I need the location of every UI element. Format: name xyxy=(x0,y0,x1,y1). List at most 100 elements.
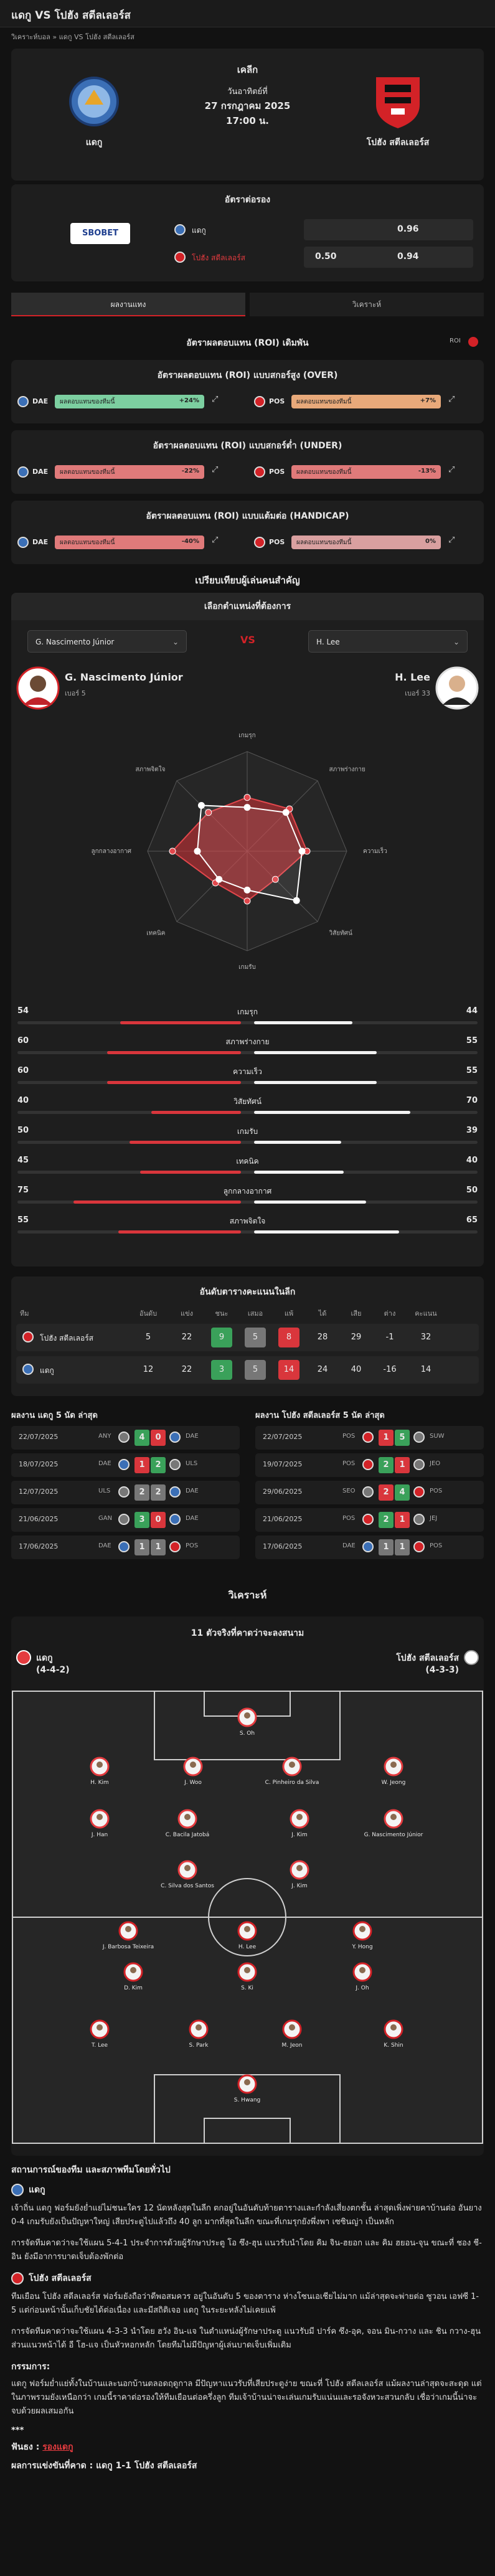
odds-price: 0.94 xyxy=(397,252,419,262)
roi-toggle[interactable] xyxy=(468,337,478,347)
player-name: H. Kim xyxy=(90,1780,109,1786)
match-time: 17:00 น. xyxy=(226,115,269,126)
stat-away-value: 40 xyxy=(466,1156,478,1165)
team-badge xyxy=(413,1432,425,1443)
team-badge xyxy=(118,1432,130,1443)
form-date: 21/06/2025 xyxy=(19,1515,59,1523)
player-head xyxy=(190,1762,196,1768)
player-name: J. Woo xyxy=(184,1780,202,1786)
stat-track xyxy=(17,1141,478,1144)
team-badge xyxy=(22,1364,34,1375)
radar-axis-label: ความเร็ว xyxy=(363,846,387,855)
player-name: C. Bacila Jatobá xyxy=(166,1832,209,1838)
odds-team: โปฮัง สตีลเลอร์ส xyxy=(192,253,245,262)
stat-home-bar xyxy=(118,1230,241,1234)
home-player-select[interactable]: G. Nascimento Júnior ⌄ xyxy=(27,630,187,653)
verdict: ฟันธง : รองแดกู xyxy=(11,2440,484,2454)
player-compare-card: เลือกตำแหน่งที่ต้องการ G. Nascimento Jún… xyxy=(11,593,484,1267)
form-score: 3 xyxy=(134,1512,149,1528)
team-badge xyxy=(118,1486,130,1498)
standings-header-cell: ต่าง xyxy=(384,1309,396,1318)
home-radar-point xyxy=(243,794,251,801)
expand-icon: ⤢ xyxy=(212,465,219,474)
report-team-heading: โปฮัง สตีลเลอร์ส xyxy=(11,2272,484,2285)
home-logo xyxy=(69,77,119,126)
odds-card: อัตราต่อรอง SBOBET แดกู 0.96 โปฮัง สตีลเลอ… xyxy=(11,184,484,281)
player-name: J. Kim xyxy=(291,1832,308,1838)
team-badge xyxy=(362,1514,374,1525)
standings-row: แดกู 12 22 3 5 14 24 40 -16 14 xyxy=(16,1356,479,1384)
roi-card: อัตราผลตอบแทน (ROI) แบบสกอร์สูง (OVER) DA… xyxy=(11,360,484,423)
report-team-name: โปฮัง สตีลเลอร์ส xyxy=(29,2273,92,2283)
stat-away-bar xyxy=(254,1021,352,1024)
form-score: 1 xyxy=(395,1539,410,1555)
player-head xyxy=(244,1926,250,1932)
team-badge xyxy=(169,1541,181,1552)
team-code: POS xyxy=(269,538,285,546)
stat-home-value: 45 xyxy=(17,1156,29,1165)
team-badge xyxy=(254,466,265,478)
standings-cell: 22 xyxy=(181,1333,192,1342)
form-score: 2 xyxy=(151,1484,166,1501)
team-badge xyxy=(254,537,265,548)
player-head xyxy=(184,1814,191,1820)
away-player-select[interactable]: H. Lee ⌄ xyxy=(308,630,468,653)
radar-axis-label: เกมรุก xyxy=(238,732,256,739)
roi-value: +24% xyxy=(179,397,199,404)
form-away: DAE xyxy=(186,1433,199,1440)
player-head xyxy=(289,1762,295,1768)
away-player-avatar xyxy=(435,666,479,710)
report-paragraph: การจัดทีมคาดว่าจะใช้แผน 5-4-1 ประจำการด้… xyxy=(11,2239,482,2262)
stat-home-value: 60 xyxy=(17,1036,29,1045)
stat-away-value: 39 xyxy=(466,1126,478,1135)
radar-axis-label: เทคนิค xyxy=(146,930,165,937)
form-score: 1 xyxy=(151,1539,166,1555)
standings-header-cell: ได้ xyxy=(318,1309,327,1318)
roi-value: -40% xyxy=(181,538,199,545)
roi-card: อัตราผลตอบแทน (ROI) แบบแต้มต่อ (HANDICAP… xyxy=(11,501,484,564)
form-score: 2 xyxy=(134,1484,149,1501)
radar-axis-label: วิสัยทัศน์ xyxy=(329,930,352,937)
form-home: DAE xyxy=(98,1460,111,1467)
player-name: Y. Hong xyxy=(351,1944,372,1950)
roi-bar: ผลตอบแทนของทีมนี้ -40% xyxy=(55,535,204,549)
stat-track xyxy=(17,1111,478,1114)
stat-home-bar xyxy=(106,1051,241,1054)
report-title: สถานการณ์ของทีม และสภาพทีมโดยทั่วไป xyxy=(11,2165,171,2175)
standings-cell: 14 xyxy=(278,1360,299,1380)
form-score: 1 xyxy=(379,1539,394,1555)
team-badge xyxy=(362,1459,374,1470)
roi-value: -22% xyxy=(181,468,199,474)
player-head xyxy=(359,1926,365,1932)
form-score: 4 xyxy=(395,1484,410,1501)
stat-name: เกมรุก xyxy=(237,1007,258,1016)
away-radar-point xyxy=(197,801,205,809)
bookmaker-logo[interactable]: SBOBET xyxy=(70,223,130,244)
report-team-heading: แดกู xyxy=(11,2183,484,2197)
report: สถานการณ์ของทีม และสภาพทีมโดยทั่วไป แดกู… xyxy=(11,2163,484,2473)
stat-home-bar xyxy=(140,1171,241,1174)
match-day: วันอาทิตย์ที่ xyxy=(227,87,268,97)
form-row: 17/06/2025 DAE 1 1 POS xyxy=(11,1536,240,1559)
team-badge xyxy=(169,1432,181,1443)
roi-toggle-label: ROI xyxy=(450,337,461,344)
form-away: POS xyxy=(430,1542,443,1549)
standings-header-cell: อันดับ xyxy=(139,1309,158,1318)
tab[interactable]: วิเคราะห์ xyxy=(250,293,484,316)
stat-home-value: 55 xyxy=(17,1215,29,1225)
breadcrumb-link[interactable]: วิเคราะห์บอล xyxy=(11,33,50,41)
select-value: H. Lee xyxy=(316,638,340,646)
away-radar-point xyxy=(298,847,306,855)
form-date: 22/07/2025 xyxy=(263,1433,303,1441)
radar-axis-label: เกมรับ xyxy=(238,964,256,971)
lineup-away-name: โปฮัง สตีลเลอร์ส xyxy=(396,1653,459,1663)
player-head xyxy=(244,1712,250,1719)
expand-icon: ⤢ xyxy=(448,535,455,545)
stat-track xyxy=(17,1051,478,1054)
odds-handicap: 0.50 xyxy=(315,252,337,262)
team-badge xyxy=(118,1459,130,1470)
radar-axis-label: ลูกกลางอากาศ xyxy=(91,848,131,855)
stat-track xyxy=(17,1230,478,1234)
tab-active[interactable]: ผลงานแทง xyxy=(11,293,245,316)
verdict-value: รองแดกู xyxy=(42,2442,73,2452)
